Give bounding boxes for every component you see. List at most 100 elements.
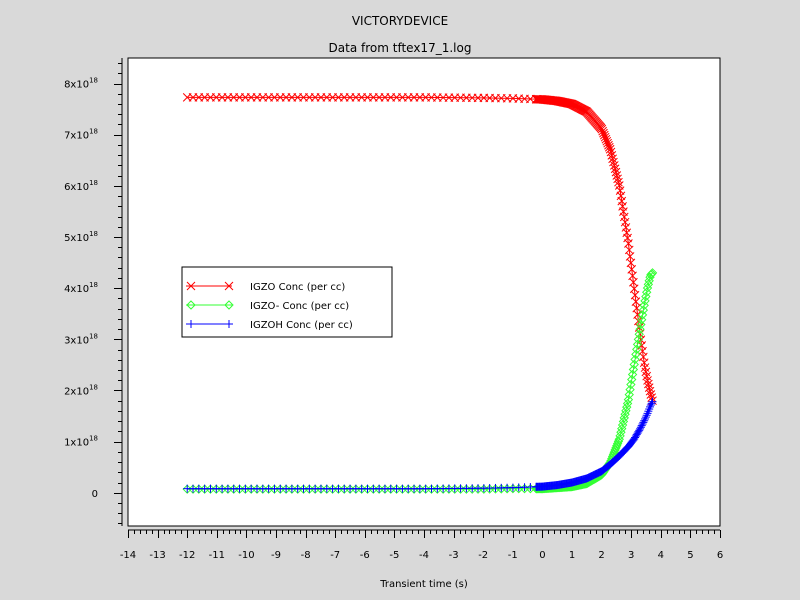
x-tick-label: 6 (717, 550, 723, 561)
legend-box (181, 266, 393, 338)
data-point (637, 314, 647, 325)
data-point (641, 413, 650, 422)
data-point (618, 202, 627, 211)
data-point (645, 386, 655, 396)
y-tick-label: 6x1018 (64, 179, 98, 193)
y-tick-label: 3x1018 (64, 332, 98, 346)
legend-marker (225, 320, 233, 328)
chart-title: VICTORYDEVICE (352, 14, 448, 28)
y-tick-label: 7x1018 (64, 128, 98, 142)
data-point (636, 424, 645, 433)
data-point (640, 416, 649, 425)
data-point (645, 405, 654, 414)
x-tick-label: 2 (598, 550, 604, 561)
data-point (610, 164, 620, 174)
data-point (643, 376, 652, 385)
legend-label: IGZO- Conc (per cc) (250, 301, 349, 312)
data-point (640, 296, 650, 306)
data-point (643, 409, 652, 418)
data-point (632, 344, 642, 355)
data-point (613, 174, 622, 184)
legend-marker (186, 300, 196, 310)
data-point (639, 418, 648, 427)
data-point (615, 186, 625, 195)
data-point (627, 369, 638, 380)
data-point (620, 217, 630, 227)
data-point (612, 171, 622, 180)
data-point (616, 191, 626, 201)
data-point (619, 212, 629, 222)
data-point (641, 291, 651, 302)
legend-label: IGZO Conc (per cc) (250, 282, 345, 293)
y-tick-label: 5x1018 (64, 230, 98, 244)
y-tick-label: 0 (92, 489, 98, 500)
data-point (619, 207, 628, 217)
data-point (621, 223, 631, 232)
data-point (631, 349, 641, 360)
x-tick-label: -3 (449, 550, 459, 561)
x-tick-label: 5 (687, 550, 693, 561)
legend: IGZO Conc (per cc) IGZO- Conc (per cc) IGZ… (181, 266, 393, 338)
data-point (605, 144, 615, 154)
data-point (607, 151, 617, 160)
data-point (637, 310, 648, 320)
data-point (644, 379, 653, 389)
y-tick-label: 4x1018 (64, 281, 98, 295)
legend-entry: IGZOH Conc (per cc) (186, 320, 353, 331)
x-tick-label: -4 (419, 550, 429, 561)
legend-marker (186, 281, 196, 291)
data-point (626, 379, 636, 390)
x-tick-label: 3 (628, 550, 634, 561)
y-tick-label: 2x1018 (64, 383, 98, 397)
data-point (634, 329, 644, 340)
data-point (644, 407, 653, 416)
x-axis-label: Transient time (s) (379, 579, 468, 590)
data-point (604, 142, 614, 152)
x-tick-label: -6 (360, 550, 370, 561)
legend-marker (224, 281, 234, 291)
data-point (608, 154, 617, 164)
data-point (646, 402, 655, 411)
data-point (647, 399, 656, 408)
x-tick-label: -1 (508, 550, 518, 561)
data-point (637, 421, 646, 430)
legend-entry: IGZO- Conc (per cc) (186, 300, 349, 312)
data-point (646, 390, 656, 399)
x-tick-label: -8 (301, 550, 311, 561)
x-tick-label: 1 (569, 550, 575, 561)
data-point (606, 147, 616, 157)
data-point (617, 196, 627, 206)
data-point (636, 319, 646, 330)
data-point (614, 177, 623, 187)
data-point (641, 287, 652, 297)
x-tick-label: -11 (209, 550, 225, 561)
y-tick-label: 8x1018 (64, 77, 98, 91)
data-point (609, 161, 619, 170)
legend-marker (187, 320, 195, 328)
data-point (625, 384, 635, 395)
data-point (641, 414, 650, 423)
series-1 (182, 93, 657, 406)
x-tick-label: -13 (149, 550, 165, 561)
series-layer (182, 93, 658, 494)
data-point (647, 393, 657, 402)
legend-marker (224, 300, 234, 310)
data-point (624, 389, 634, 400)
data-point (639, 300, 649, 311)
x-tick-label: 0 (539, 550, 545, 561)
data-point (622, 228, 632, 238)
data-point (611, 167, 621, 177)
legend-label: IGZOH Conc (per cc) (250, 320, 353, 331)
data-point (629, 359, 639, 370)
data-point (636, 423, 645, 432)
data-point (638, 305, 649, 315)
data-point (638, 420, 647, 429)
y-tick-label: 1x1018 (64, 435, 98, 449)
x-tick-label: -12 (179, 550, 195, 561)
data-point (648, 397, 657, 406)
data-point (609, 157, 618, 167)
x-tick-label: -5 (389, 550, 399, 561)
series-3 (183, 397, 657, 493)
data-point (635, 324, 645, 334)
